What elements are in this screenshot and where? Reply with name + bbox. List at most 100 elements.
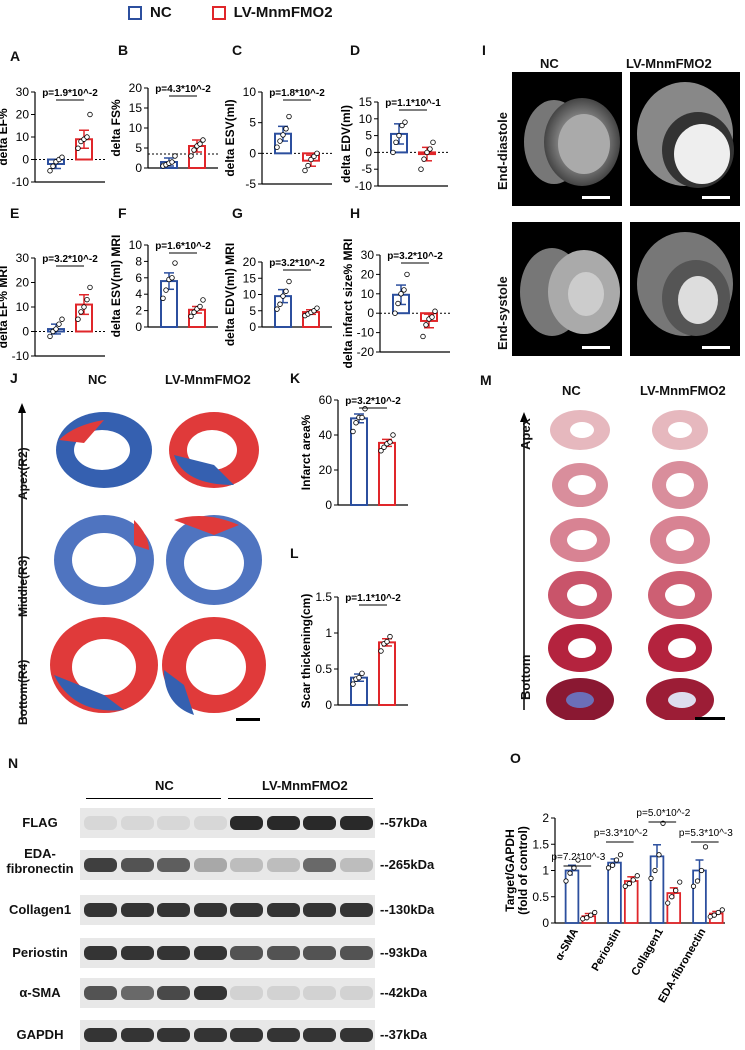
j-col-lv: LV-MnmFMO2: [165, 372, 251, 387]
y-axis-label: delta EF%: [0, 108, 10, 166]
data-point: [59, 316, 65, 322]
y-tick-label: 0: [249, 320, 256, 334]
j-lv-bottom: [162, 617, 266, 715]
data-point: [592, 909, 598, 916]
blot-band: [266, 1028, 300, 1042]
data-point: [200, 297, 206, 303]
blot-band: [339, 986, 373, 1000]
y-tick-label: 30: [16, 251, 30, 265]
blot-kda: --130kDa: [380, 902, 435, 917]
chart-f: 0 2 4 6 8 10 delta ESV(ml) MRI p=1.6*10^-2: [109, 235, 218, 338]
blot-band: [266, 858, 300, 872]
y-tick-label: 0: [542, 916, 549, 930]
y-tick-label: 1: [542, 864, 549, 878]
bar: [564, 869, 580, 924]
data-point: [378, 648, 384, 654]
y-tick-label: 0: [135, 320, 142, 334]
data-point: [652, 867, 658, 874]
y-tick-label: 1: [325, 626, 332, 640]
data-point: [387, 633, 393, 640]
j-row1: Apex(R2): [16, 447, 30, 500]
data-point: [588, 912, 594, 918]
p-value: p=1.8*10^-2: [269, 88, 325, 99]
panel-label-l: L: [290, 545, 299, 561]
bar: [607, 861, 622, 924]
y-tick-label: 30: [361, 248, 375, 262]
chart-d: -10 -5 0 5 10 15 delta EDV(ml) p=1.1*10^-1: [339, 95, 448, 193]
n-lv-bar: [228, 798, 373, 799]
blot-band: [193, 1028, 227, 1042]
blot-row: [80, 1020, 375, 1050]
data-point: [283, 126, 289, 132]
data-point: [567, 870, 573, 876]
blot-kda: --42kDa: [380, 985, 427, 1000]
chart-c: -5 0 5 10 delta ESV(ml) p=1.8*10^-2: [223, 85, 332, 191]
y-tick-label: 2: [542, 811, 549, 825]
y-axis-label: delta ESV(ml) MRI: [109, 235, 123, 338]
y-axis-label: delta EDV(ml): [339, 105, 353, 183]
y-axis-label: delta ESV(ml): [223, 99, 237, 176]
data-point: [191, 147, 197, 153]
blot-band: [339, 903, 373, 917]
blot-band: [303, 858, 336, 872]
data-point: [274, 306, 280, 312]
data-point: [609, 862, 616, 868]
y-tick-label: 0: [325, 698, 332, 712]
y-axis-label: delta EF% MRI: [0, 266, 10, 349]
data-point: [53, 326, 59, 332]
m-nc-slice-3: [550, 518, 610, 562]
data-point: [84, 134, 90, 140]
data-point: [418, 166, 424, 172]
data-point: [47, 333, 53, 340]
y-tick-label: 20: [129, 81, 143, 95]
data-point: [163, 287, 169, 293]
x-tick-label: Periostin: [590, 926, 624, 973]
p-value: p=3.2*10^-2: [387, 251, 443, 262]
blot-band: [303, 1028, 336, 1042]
blot-band: [157, 1028, 190, 1042]
p-value: p=5.3*10^-3: [679, 828, 733, 839]
blot-band: [120, 946, 154, 960]
blot-band: [120, 816, 154, 830]
y-tick-label: -10: [355, 179, 373, 193]
data-point: [694, 878, 701, 884]
data-point: [429, 314, 435, 320]
y-axis-label: delta infarct size% MRI: [341, 238, 355, 368]
legend: NC LV-MnmFMO2: [128, 4, 333, 21]
data-point: [169, 275, 175, 281]
m-nc-slice-5: [548, 624, 612, 672]
data-point: [401, 287, 407, 293]
data-point: [563, 878, 569, 884]
data-point: [302, 167, 308, 174]
data-point: [399, 122, 405, 129]
blot-band: [230, 986, 263, 1000]
data-point: [197, 141, 203, 147]
m-lv-slice-1: [652, 410, 708, 450]
blot-band: [84, 986, 117, 1000]
blot-band: [230, 816, 263, 830]
y-tick-label: -5: [245, 177, 256, 191]
data-point: [575, 857, 581, 863]
i-col-lv: LV-MnmFMO2: [626, 56, 712, 71]
blot-band: [339, 1028, 373, 1042]
data-point: [398, 291, 404, 297]
blot-band: [230, 903, 263, 917]
y-tick-label: 20: [16, 276, 30, 290]
data-point: [423, 322, 429, 328]
y-axis-label: Scar thickening(cm): [299, 594, 313, 709]
data-point: [353, 420, 359, 426]
y-tick-label: 5: [249, 304, 256, 318]
blot-kda: --93kDa: [380, 945, 427, 960]
mri-lv-systole: [630, 222, 740, 356]
data-point: [630, 877, 636, 883]
blot-band: [157, 946, 190, 960]
p-value: p=5.0*10^-2: [636, 808, 690, 819]
panel-label-n: N: [8, 755, 19, 771]
data-point: [715, 909, 721, 916]
panel-label-d: D: [350, 42, 361, 58]
panel-label-j: J: [10, 370, 18, 386]
data-point: [350, 681, 356, 687]
data-point: [359, 414, 365, 421]
y-tick-label: -10: [12, 175, 30, 189]
data-point: [314, 305, 320, 311]
